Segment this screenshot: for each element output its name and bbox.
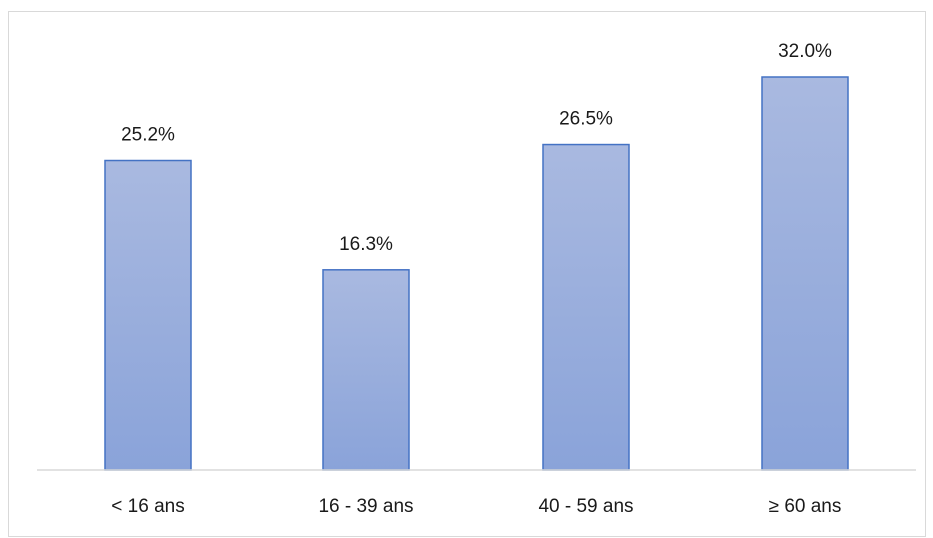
- x-tick-labels-group: < 16 ans 16 - 39 ans 40 - 59 ans ≥ 60 ans: [111, 496, 841, 517]
- bar-4: [761, 76, 849, 471]
- bar-2: [322, 269, 410, 471]
- x-tick-label-2: 16 - 39 ans: [318, 496, 413, 517]
- data-label-2: 16.3%: [339, 234, 393, 255]
- x-tick-label-4: ≥ 60 ans: [769, 496, 842, 517]
- x-tick-label-3: 40 - 59 ans: [538, 496, 633, 517]
- bars-group: [104, 76, 849, 471]
- data-label-3: 26.5%: [559, 109, 613, 130]
- bar-1: [104, 159, 192, 471]
- data-labels-group: 25.2% 16.3% 26.5% 32.0%: [121, 41, 832, 255]
- data-label-4: 32.0%: [778, 41, 832, 62]
- x-tick-label-1: < 16 ans: [111, 496, 184, 517]
- data-label-1: 25.2%: [121, 125, 175, 146]
- bar-3: [542, 143, 630, 471]
